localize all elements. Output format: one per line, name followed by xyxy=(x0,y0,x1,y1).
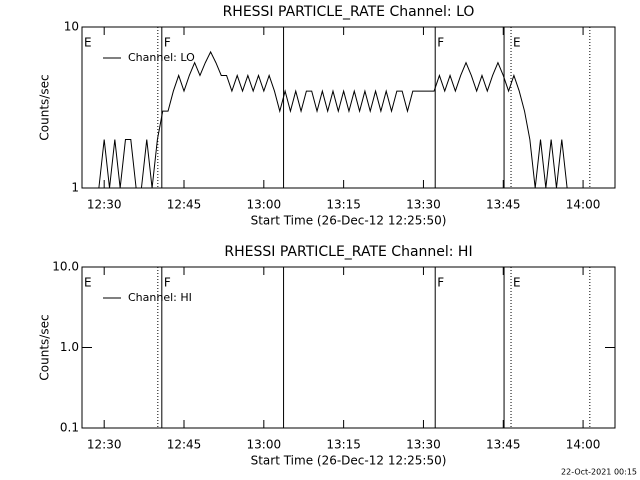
flag-label: F xyxy=(164,36,171,50)
data-line xyxy=(98,50,568,189)
y-axis-label: Counts/sec xyxy=(38,74,52,140)
flag-label: F xyxy=(437,36,444,50)
x-tick-label: 12:30 xyxy=(87,198,122,212)
y-tick-label: 10.0 xyxy=(52,260,79,274)
x-tick-label: 13:15 xyxy=(326,438,361,452)
x-tick-label: 13:30 xyxy=(406,198,441,212)
x-tick-label: 13:45 xyxy=(486,438,521,452)
flag-label: E xyxy=(513,36,521,50)
flag-label: E xyxy=(513,276,521,290)
flag-label: F xyxy=(437,276,444,290)
x-axis-label: Start Time (26-Dec-12 12:25:50) xyxy=(251,454,447,468)
x-tick-label: 12:30 xyxy=(87,438,122,452)
y-axis-label: Counts/sec xyxy=(38,314,52,380)
y-tick-label: 10 xyxy=(64,20,79,34)
legend-label: Channel: HI xyxy=(128,291,192,304)
y-tick-label: 0.1 xyxy=(60,421,79,435)
x-tick-label: 13:00 xyxy=(247,198,282,212)
x-tick-label: 13:15 xyxy=(326,198,361,212)
flag-label: E xyxy=(84,36,92,50)
x-axis-label: Start Time (26-Dec-12 12:25:50) xyxy=(251,214,447,228)
chart-title: RHESSI PARTICLE_RATE Channel: HI xyxy=(224,244,472,260)
x-tick-label: 13:45 xyxy=(486,198,521,212)
chart-title: RHESSI PARTICLE_RATE Channel: LO xyxy=(223,4,475,20)
plot-frame xyxy=(81,26,616,189)
x-tick-label: 14:00 xyxy=(566,438,601,452)
flag-label: F xyxy=(164,276,171,290)
x-tick-label: 12:45 xyxy=(167,198,202,212)
x-tick-label: 14:00 xyxy=(566,198,601,212)
x-tick-label: 12:45 xyxy=(167,438,202,452)
y-tick-label: 1.0 xyxy=(60,340,79,354)
x-tick-label: 13:30 xyxy=(406,438,441,452)
flag-label: E xyxy=(84,276,92,290)
y-tick-label: 1 xyxy=(71,181,79,195)
legend-label: Channel: LO xyxy=(128,51,195,64)
footer: 22-Oct-2021 00:15 xyxy=(561,468,637,477)
x-tick-label: 13:00 xyxy=(247,438,282,452)
